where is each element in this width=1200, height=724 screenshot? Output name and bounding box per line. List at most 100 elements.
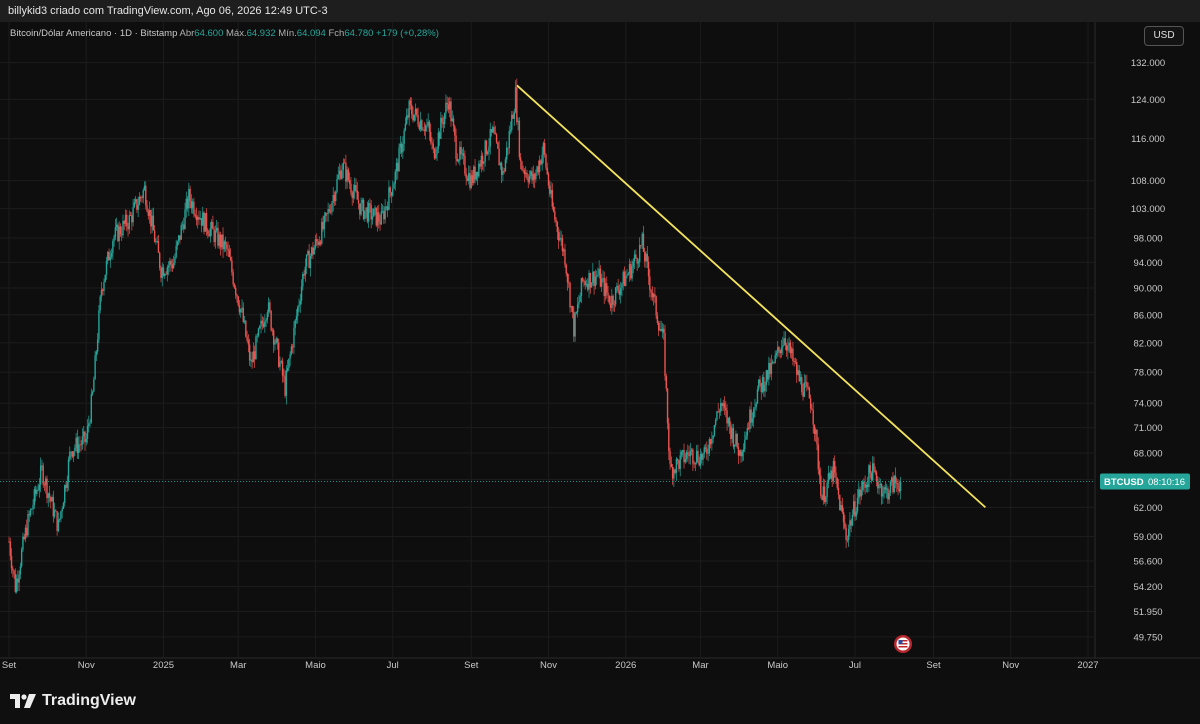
candle-body (650, 289, 652, 293)
candle-body (746, 427, 749, 436)
candle-body (630, 264, 632, 279)
candle-body (661, 328, 664, 332)
candle-body (219, 234, 222, 248)
candle-body (540, 160, 542, 165)
candle-body (247, 340, 250, 345)
candle-body (436, 148, 438, 155)
candle-body (250, 359, 252, 361)
candle-body (589, 272, 591, 288)
candle-body (14, 574, 17, 592)
candle-body (329, 211, 332, 213)
candle-body (752, 409, 755, 419)
chart-area[interactable] (0, 22, 1200, 680)
candle-body (146, 205, 148, 212)
candle-body (492, 127, 494, 133)
candle-body (335, 191, 337, 202)
candle-body (340, 170, 342, 179)
candle-body (278, 342, 280, 367)
candle-body (174, 257, 176, 264)
candle-body (204, 213, 206, 232)
candle-body (766, 370, 769, 380)
y-tick-label: 82.000 (1133, 338, 1162, 349)
candle-body (859, 489, 861, 497)
candle-body (446, 102, 448, 105)
candle-body (664, 332, 666, 377)
candle-body (137, 205, 139, 210)
candle-body (619, 288, 622, 295)
candle-body (381, 211, 384, 212)
candle-body (454, 126, 456, 136)
candle-body (459, 146, 461, 160)
candle-body (424, 125, 427, 132)
candle-body (790, 348, 793, 354)
candle-body (763, 377, 765, 392)
candle-body (754, 407, 756, 410)
candle-body (417, 114, 419, 125)
candle-body (93, 379, 95, 392)
candle-body (102, 289, 104, 292)
candle-body (134, 199, 137, 203)
candle-body (514, 87, 517, 113)
candle-body (832, 460, 835, 482)
candle-body (85, 439, 87, 443)
candle-body (785, 345, 788, 351)
candle-body (281, 361, 284, 376)
candle-body (499, 163, 502, 166)
candle-body (442, 122, 445, 124)
candle-body (531, 171, 533, 181)
candle-body (485, 140, 488, 154)
candle-body (150, 209, 152, 227)
candle-body (119, 226, 122, 235)
candle-body (808, 388, 811, 399)
candle-body (892, 477, 894, 493)
candle-body (198, 217, 200, 220)
candle-body (845, 527, 847, 541)
candle-body (498, 148, 500, 166)
candle-body (679, 455, 681, 469)
candle-body (404, 123, 407, 131)
legend-change: +179 (+0,28%) (376, 28, 439, 39)
candle-body (317, 241, 319, 245)
candle-body (127, 226, 129, 230)
candle-body (608, 295, 610, 304)
candle-body (657, 322, 660, 331)
candle-body (438, 132, 441, 139)
currency-button[interactable]: USD (1144, 26, 1184, 46)
candle-body (777, 347, 779, 353)
candle-body (190, 201, 193, 209)
candle-body (481, 155, 484, 164)
candle-body (165, 274, 167, 275)
candle-body (760, 383, 762, 393)
candle-body (489, 129, 491, 147)
candle-body (741, 451, 743, 457)
candle-body (812, 410, 814, 425)
candle-body (799, 377, 802, 382)
candle-body (742, 449, 745, 452)
candle-body (342, 162, 345, 170)
candle-body (366, 207, 369, 222)
candle-body (494, 133, 497, 135)
candle-body (240, 309, 242, 313)
candle-body (660, 329, 662, 332)
candle-body (645, 253, 647, 262)
candle-body (253, 351, 256, 360)
price-chart[interactable]: 132.000 124.000 116.000 108.000 103.000 98.00… (0, 0, 1200, 680)
candle-body (385, 206, 388, 208)
candle-body (533, 174, 536, 180)
candle-body (594, 276, 597, 287)
candle-body (518, 120, 521, 158)
candle-body (91, 391, 94, 395)
candle-body (140, 196, 142, 198)
candle-body (81, 436, 84, 445)
candle-body (641, 233, 643, 246)
tradingview-brand[interactable]: TradingView (10, 690, 136, 712)
candle-body (65, 485, 67, 488)
candle-body (162, 267, 165, 276)
candle-body (846, 539, 849, 541)
candle-body (761, 377, 764, 393)
candle-body (637, 261, 640, 264)
candle-body (692, 449, 694, 464)
candle-body (861, 481, 864, 490)
candle-body (394, 171, 396, 184)
candle-body (549, 185, 551, 194)
